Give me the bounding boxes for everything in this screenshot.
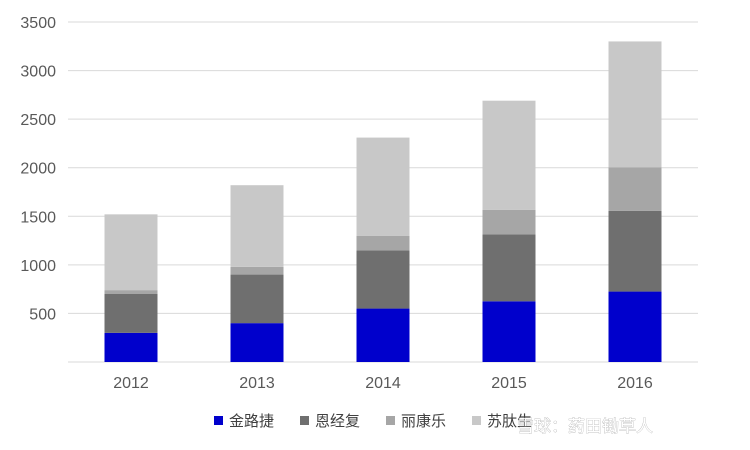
bar-segment xyxy=(608,167,662,211)
watermark-text: 雪球：药田锄草人 xyxy=(517,417,653,437)
bar-segment xyxy=(356,308,410,362)
bar-segment xyxy=(104,214,158,291)
bar-segment xyxy=(608,41,662,168)
bar-segment xyxy=(230,185,284,267)
bar-segment xyxy=(356,235,410,251)
bar-segment xyxy=(230,274,284,324)
bar-segment xyxy=(482,234,536,302)
y-tick-label: 3500 xyxy=(20,15,56,32)
legend-swatch xyxy=(472,416,481,425)
bar-segment xyxy=(608,291,662,362)
y-tick-label: 3000 xyxy=(20,64,56,81)
y-tick-label: 2500 xyxy=(20,112,56,129)
bar-segment xyxy=(356,250,410,309)
legend: 金路捷 恩经复 丽康乐 苏肽生 xyxy=(214,412,532,430)
y-tick-label: 2000 xyxy=(20,161,56,178)
legend-swatch xyxy=(386,416,395,425)
y-tick-label: 500 xyxy=(29,306,56,323)
x-tick-label: 2013 xyxy=(239,375,275,392)
bar-segment xyxy=(356,137,410,236)
x-tick-label: 2012 xyxy=(113,375,149,392)
y-tick-label: 1000 xyxy=(20,258,56,275)
bar-segment xyxy=(230,323,284,362)
y-axis: 500 1000 1500 2000 2500 3000 3500 xyxy=(20,15,56,323)
legend-label: 苏肽生 xyxy=(487,412,532,430)
legend-label: 金路捷 xyxy=(229,412,274,430)
bar-segment xyxy=(482,100,536,210)
bar-segment xyxy=(230,266,284,275)
legend-swatch xyxy=(214,416,223,425)
bar-segment xyxy=(482,301,536,362)
bar-segment xyxy=(608,210,662,292)
y-tick-label: 1500 xyxy=(20,209,56,226)
x-axis: 2012 2013 2014 2015 2016 xyxy=(113,375,653,392)
bar-segment xyxy=(104,290,158,294)
x-tick-label: 2015 xyxy=(491,375,527,392)
bars xyxy=(104,41,662,362)
legend-label: 丽康乐 xyxy=(401,412,446,430)
bar-segment xyxy=(104,294,158,333)
x-tick-label: 2014 xyxy=(365,375,401,392)
bar-segment xyxy=(482,209,536,235)
bar-segment xyxy=(104,332,158,362)
legend-label: 恩经复 xyxy=(315,412,360,430)
x-tick-label: 2016 xyxy=(617,375,653,392)
watermark: 雪球：药田锄草人 xyxy=(517,417,654,438)
legend-swatch xyxy=(300,416,309,425)
